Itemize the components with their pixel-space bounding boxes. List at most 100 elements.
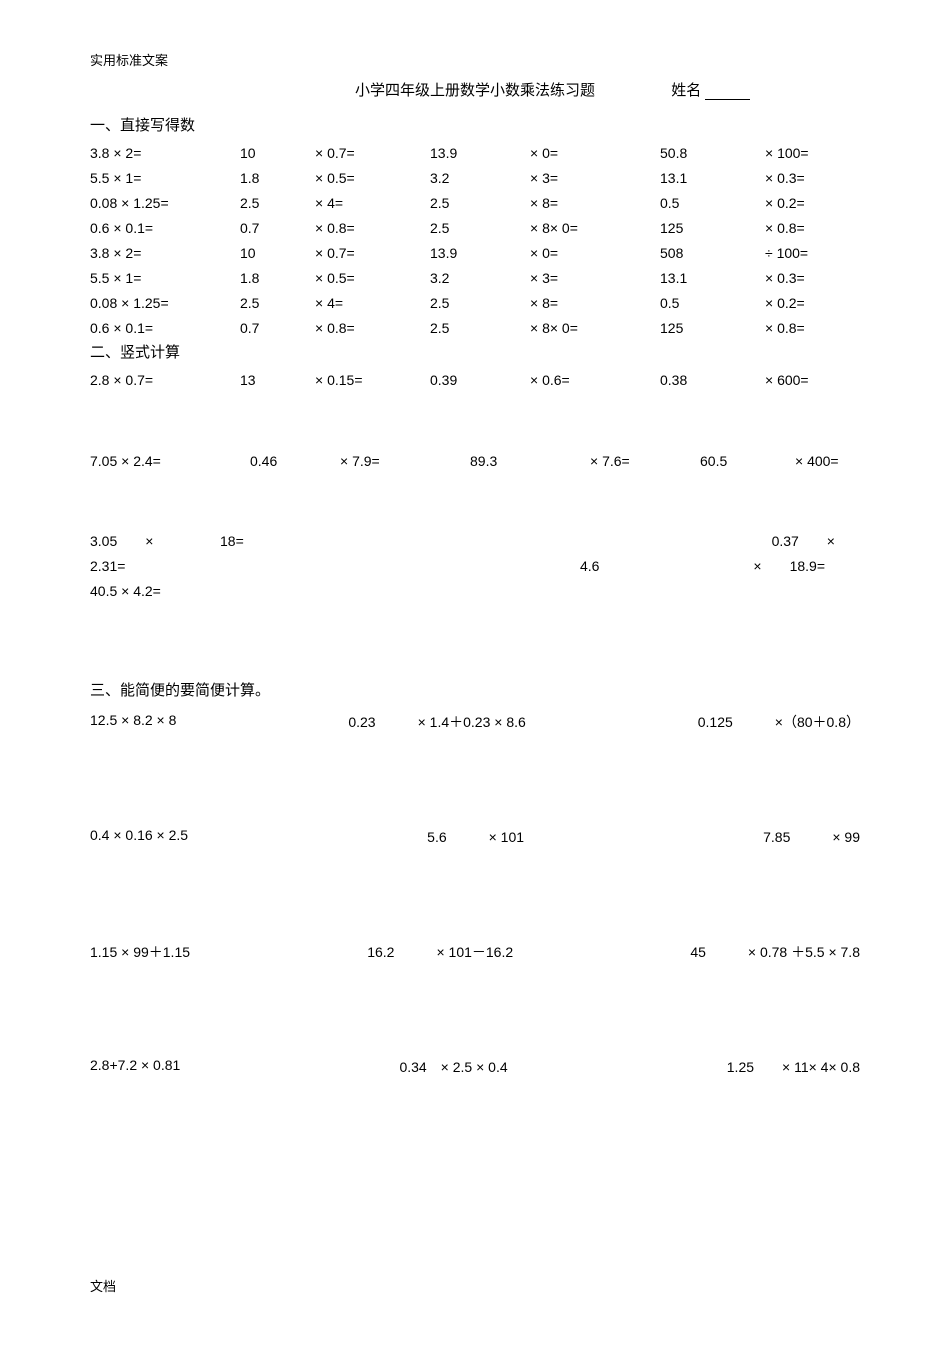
cell: × 0.2= [765, 191, 860, 216]
cell: × 0.8= [315, 316, 430, 341]
problem: 0.23 × 1.4＋0.23 × 8.6 [348, 712, 525, 732]
cell: 3.05 × [90, 529, 153, 554]
cell: × 3= [530, 266, 660, 291]
table-row: 2.8 × 0.7= 13 × 0.15= 0.39 × 0.6= 0.38 ×… [90, 368, 860, 393]
cell: 3.8 × 2= [90, 141, 240, 166]
cell: 18= [220, 529, 244, 554]
table-row: 3.8 × 2= 10 × 0.7= 13.9 × 0= 50.8 × 100= [90, 141, 860, 166]
cell: × 400= [795, 453, 860, 469]
cell: 13.1 [660, 266, 765, 291]
cell: × 0= [530, 241, 660, 266]
cell: × 0.15= [315, 368, 430, 393]
cell: 10 [240, 141, 315, 166]
cell: 1.8 [240, 266, 315, 291]
table-row: 3.8 × 2= 10 × 0.7= 13.9 × 0= 508 ÷ 100= [90, 241, 860, 266]
cell: × 4= [315, 191, 430, 216]
cell: ÷ 100= [765, 241, 860, 266]
cell: × 0= [530, 141, 660, 166]
problem: 0.125 ×（80＋0.8） [698, 712, 860, 732]
cell: 2.8 × 0.7= [90, 368, 240, 393]
cell: × 0.6= [530, 368, 660, 393]
cell: 0.46 [250, 453, 340, 469]
cell: 1.8 [240, 166, 315, 191]
cell: 0.37 × [772, 529, 835, 554]
cell: 0.7 [240, 216, 315, 241]
cell: 2.5 [430, 291, 530, 316]
cell: 0.5 [660, 191, 765, 216]
spread-block: 3.05 × 18= 0.37 × 2.31= 4.6 × 18.9= 40.5… [90, 529, 860, 604]
cell: × 600= [765, 368, 860, 393]
cell: 3.2 [430, 166, 530, 191]
cell: 10 [240, 241, 315, 266]
cell: 13.1 [660, 166, 765, 191]
cell: 2.5 [430, 316, 530, 341]
cell: × 0.8= [765, 216, 860, 241]
cell: × 8= [530, 191, 660, 216]
cell: × 100= [765, 141, 860, 166]
section3: 三、能简便的要简便计算。 12.5 × 8.2 × 8 0.23 × 1.4＋0… [90, 679, 860, 1077]
cell: 5.5 × 1= [90, 166, 240, 191]
table-row: 5.5 × 1= 1.8 × 0.5= 3.2 × 3= 13.1 × 0.3= [90, 266, 860, 291]
cell: 0.38 [660, 368, 765, 393]
cell: 7.05 × 2.4= [90, 453, 250, 469]
cell: × 0.3= [765, 166, 860, 191]
cell: 13.9 [430, 141, 530, 166]
name-label: 姓名 [671, 79, 750, 100]
cell: 60.5 [700, 453, 795, 469]
cell: × 8= [530, 291, 660, 316]
cell: 3.2 [430, 266, 530, 291]
problem: 1.15 × 99＋1.15 [90, 942, 190, 962]
name-underline [705, 99, 750, 100]
problem: 1.25 × 11× 4× 0.8 [727, 1057, 860, 1077]
cell: 2.31= [90, 554, 125, 579]
cell: × 8× 0= [530, 316, 660, 341]
cell: 0.39 [430, 368, 530, 393]
footer-text: 文档 [90, 1276, 116, 1295]
cell: × 4= [315, 291, 430, 316]
cell: × 8× 0= [530, 216, 660, 241]
problem-row: 2.8+7.2 × 0.81 0.34 × 2.5 × 0.4 1.25 × 1… [90, 1057, 860, 1077]
section3-header: 三、能简便的要简便计算。 [90, 679, 860, 700]
title-line: 小学四年级上册数学小数乘法练习题 姓名 [90, 79, 860, 100]
cell: 0.6 × 0.1= [90, 216, 240, 241]
problem: 7.85 × 99 [763, 827, 860, 847]
cell: 13.9 [430, 241, 530, 266]
name-label-text: 姓名 [671, 83, 701, 99]
cell: 13 [240, 368, 315, 393]
cell: × 0.5= [315, 266, 430, 291]
cell: 3.8 × 2= [90, 241, 240, 266]
cell: 0.08 × 1.25= [90, 191, 240, 216]
table-row: 0.08 × 1.25= 2.5 × 4= 2.5 × 8= 0.5 × 0.2… [90, 191, 860, 216]
cell: × 7.6= [590, 453, 700, 469]
cell: 5.5 × 1= [90, 266, 240, 291]
section1-header: 一、直接写得数 [90, 114, 860, 135]
cell: × 18.9= [753, 554, 825, 579]
cell: 2.5 [240, 191, 315, 216]
header-small-text: 实用标准文案 [90, 50, 860, 69]
section2-header: 二、竖式计算 [90, 341, 860, 362]
page-title: 小学四年级上册数学小数乘法练习题 [355, 79, 595, 100]
problem: 45 × 0.78 ＋5.5 × 7.8 [690, 942, 860, 962]
direct-write-grid: 3.8 × 2= 10 × 0.7= 13.9 × 0= 50.8 × 100=… [90, 141, 860, 341]
cell: × 0.7= [315, 241, 430, 266]
cell: 4.6 [580, 554, 599, 579]
cell: 2.5 [430, 191, 530, 216]
problem-row: 1.15 × 99＋1.15 16.2 × 101－16.2 45 × 0.78… [90, 942, 860, 962]
table-row: 0.08 × 1.25= 2.5 × 4= 2.5 × 8= 0.5 × 0.2… [90, 291, 860, 316]
problem: 5.6 × 101 [427, 827, 524, 847]
problem: 0.34 × 2.5 × 0.4 [399, 1057, 507, 1077]
cell: 0.5 [660, 291, 765, 316]
table-row: 0.6 × 0.1= 0.7 × 0.8= 2.5 × 8× 0= 125 × … [90, 216, 860, 241]
cell: 40.5 × 4.2= [90, 579, 161, 604]
cell: × 0.2= [765, 291, 860, 316]
problem-row: 12.5 × 8.2 × 8 0.23 × 1.4＋0.23 × 8.6 0.1… [90, 712, 860, 732]
table-row: 5.5 × 1= 1.8 × 0.5= 3.2 × 3= 13.1 × 0.3= [90, 166, 860, 191]
cell: 50.8 [660, 141, 765, 166]
cell: 2.5 [240, 291, 315, 316]
cell: 508 [660, 241, 765, 266]
cell: 125 [660, 216, 765, 241]
cell: × 0.8= [765, 316, 860, 341]
cell: × 7.9= [340, 453, 470, 469]
problem: 16.2 × 101－16.2 [367, 942, 513, 962]
cell: × 0.3= [765, 266, 860, 291]
